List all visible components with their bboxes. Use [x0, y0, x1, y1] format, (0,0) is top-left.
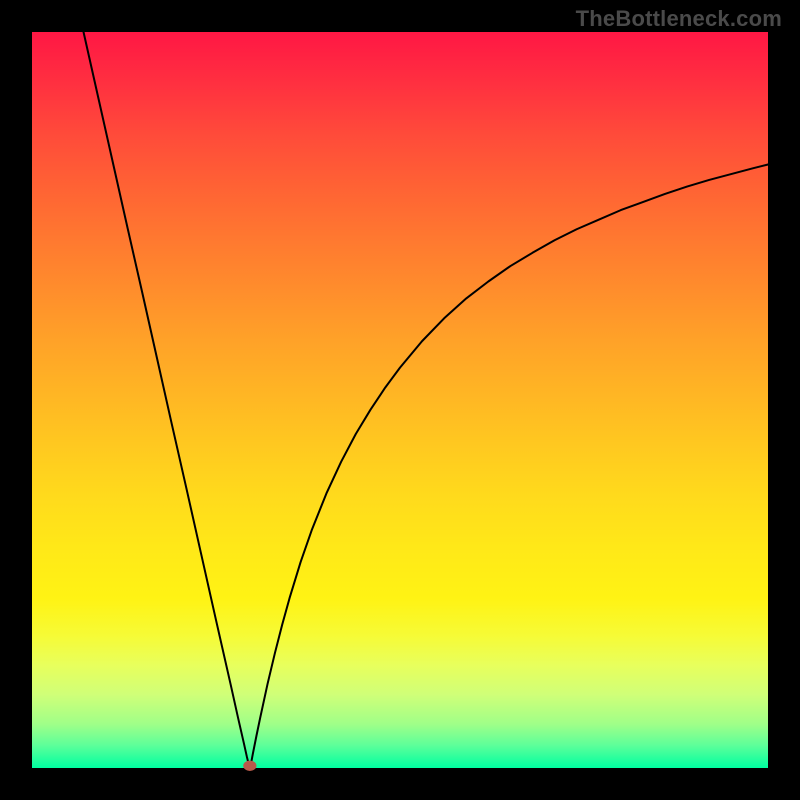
bottleneck-curve	[84, 32, 768, 768]
minimum-marker	[243, 761, 256, 771]
watermark-text: TheBottleneck.com	[576, 6, 782, 32]
chart-container: { "watermark": "TheBottleneck.com", "cha…	[0, 0, 800, 800]
curve-overlay	[0, 0, 800, 800]
